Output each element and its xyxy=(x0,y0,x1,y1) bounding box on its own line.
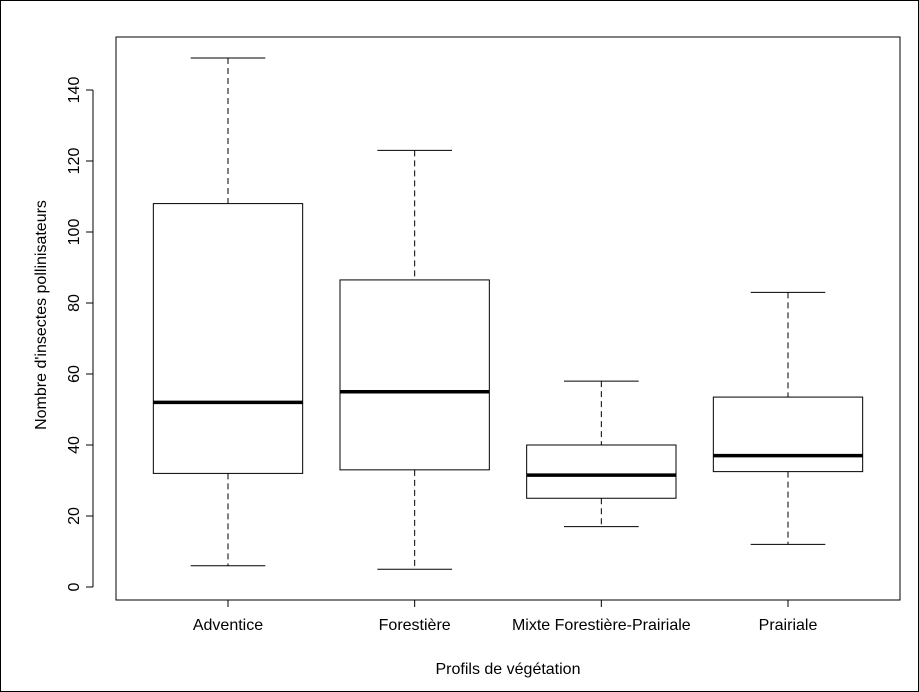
x-axis-label: Profils de végétation xyxy=(436,661,581,678)
iqr-box xyxy=(339,279,490,471)
iqr-box xyxy=(526,444,677,499)
y-tick-label: 100 xyxy=(66,219,83,246)
boxes xyxy=(152,57,864,570)
iqr-box xyxy=(152,203,304,474)
x-tick-label: Mixte Forestière-Prairiale xyxy=(512,617,691,634)
y-tick-label: 60 xyxy=(66,365,83,383)
y-tick-label: 40 xyxy=(66,436,83,454)
box-4 xyxy=(712,291,864,545)
box-2 xyxy=(339,149,490,570)
iqr-box xyxy=(712,396,864,473)
y-tick-label: 20 xyxy=(66,507,83,525)
y-tick-label: 80 xyxy=(66,294,83,312)
box-1 xyxy=(152,57,304,567)
x-tick-label: Forestière xyxy=(379,617,451,634)
x-axis: Adventice Forestière Mixte Forestière-Prai… xyxy=(193,599,818,634)
x-tick-label: Adventice xyxy=(193,617,263,634)
box-3 xyxy=(526,380,677,528)
y-tick-label: 140 xyxy=(66,77,83,104)
x-tick-label: Prairiale xyxy=(759,617,818,634)
y-axis: 0 20 40 60 80 100 120 140 xyxy=(66,77,94,591)
y-axis-label: Nombre d'insectes pollinisateurs xyxy=(33,200,50,430)
y-tick-label: 0 xyxy=(66,582,83,591)
y-tick-label: 120 xyxy=(66,148,83,175)
